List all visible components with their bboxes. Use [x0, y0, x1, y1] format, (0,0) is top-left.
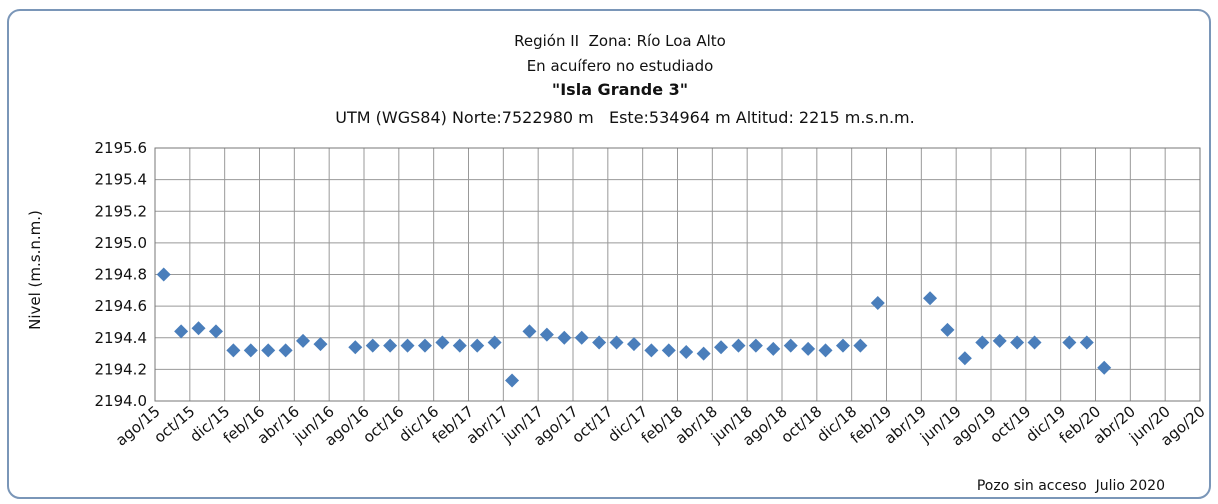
marker — [679, 344, 694, 359]
marker — [714, 340, 729, 355]
y-tick-label: 2195.2 — [95, 202, 148, 220]
marker — [487, 335, 502, 350]
marker — [313, 337, 328, 352]
marker — [383, 338, 398, 353]
y-tick-label: 2195.4 — [95, 171, 148, 189]
marker — [644, 343, 659, 358]
location: UTM (WGS84) Norte:7522980 m Este:534964 … — [335, 108, 914, 127]
marker — [766, 341, 781, 356]
chart-frame — [7, 9, 1211, 499]
marker — [783, 338, 798, 353]
y-tick-label: 2194.8 — [95, 266, 148, 284]
marker — [557, 330, 572, 345]
marker — [365, 338, 380, 353]
marker — [226, 343, 241, 358]
marker — [661, 343, 676, 358]
marker — [748, 338, 763, 353]
y-tick-label: 2194.0 — [95, 392, 148, 410]
y-tick-label: 2194.4 — [95, 329, 148, 347]
marker — [853, 338, 868, 353]
marker — [870, 295, 885, 310]
marker — [1097, 360, 1112, 375]
marker — [1079, 335, 1094, 350]
marker — [348, 340, 363, 355]
marker — [835, 338, 850, 353]
y-axis-label: Nivel (m.s.n.m.) — [26, 210, 44, 330]
marker — [992, 333, 1007, 348]
marker — [417, 338, 432, 353]
well-name: "Isla Grande 3" — [552, 80, 688, 99]
marker — [505, 373, 520, 388]
marker — [626, 337, 641, 352]
marker — [801, 341, 816, 356]
marker — [261, 343, 276, 358]
y-tick-label: 2194.6 — [95, 297, 148, 315]
marker — [609, 335, 624, 350]
marker — [923, 291, 938, 306]
marker — [208, 324, 223, 339]
marker — [296, 333, 311, 348]
marker — [435, 335, 450, 350]
marker — [1027, 335, 1042, 350]
chart-title: Región II Zona: Río Loa Alto — [514, 32, 726, 50]
marker — [1062, 335, 1077, 350]
marker — [574, 330, 589, 345]
marker — [696, 346, 711, 361]
marker — [592, 335, 607, 350]
marker — [174, 324, 189, 339]
marker — [191, 321, 206, 336]
marker — [1010, 335, 1025, 350]
marker — [539, 327, 554, 342]
marker — [243, 343, 258, 358]
marker — [522, 324, 537, 339]
marker — [818, 343, 833, 358]
marker — [975, 335, 990, 350]
y-tick-label: 2195.6 — [95, 139, 148, 157]
marker — [452, 338, 467, 353]
marker — [731, 338, 746, 353]
plot-border — [154, 147, 1201, 402]
marker — [156, 267, 171, 282]
marker — [470, 338, 485, 353]
marker — [957, 351, 972, 366]
marker — [400, 338, 415, 353]
chart-subtitle: En acuífero no estudiado — [527, 57, 714, 75]
y-tick-label: 2195.0 — [95, 234, 148, 252]
note: Pozo sin acceso Julio 2020 — [977, 478, 1165, 494]
marker — [278, 343, 293, 358]
marker — [940, 322, 955, 337]
y-tick-label: 2194.2 — [95, 360, 148, 378]
